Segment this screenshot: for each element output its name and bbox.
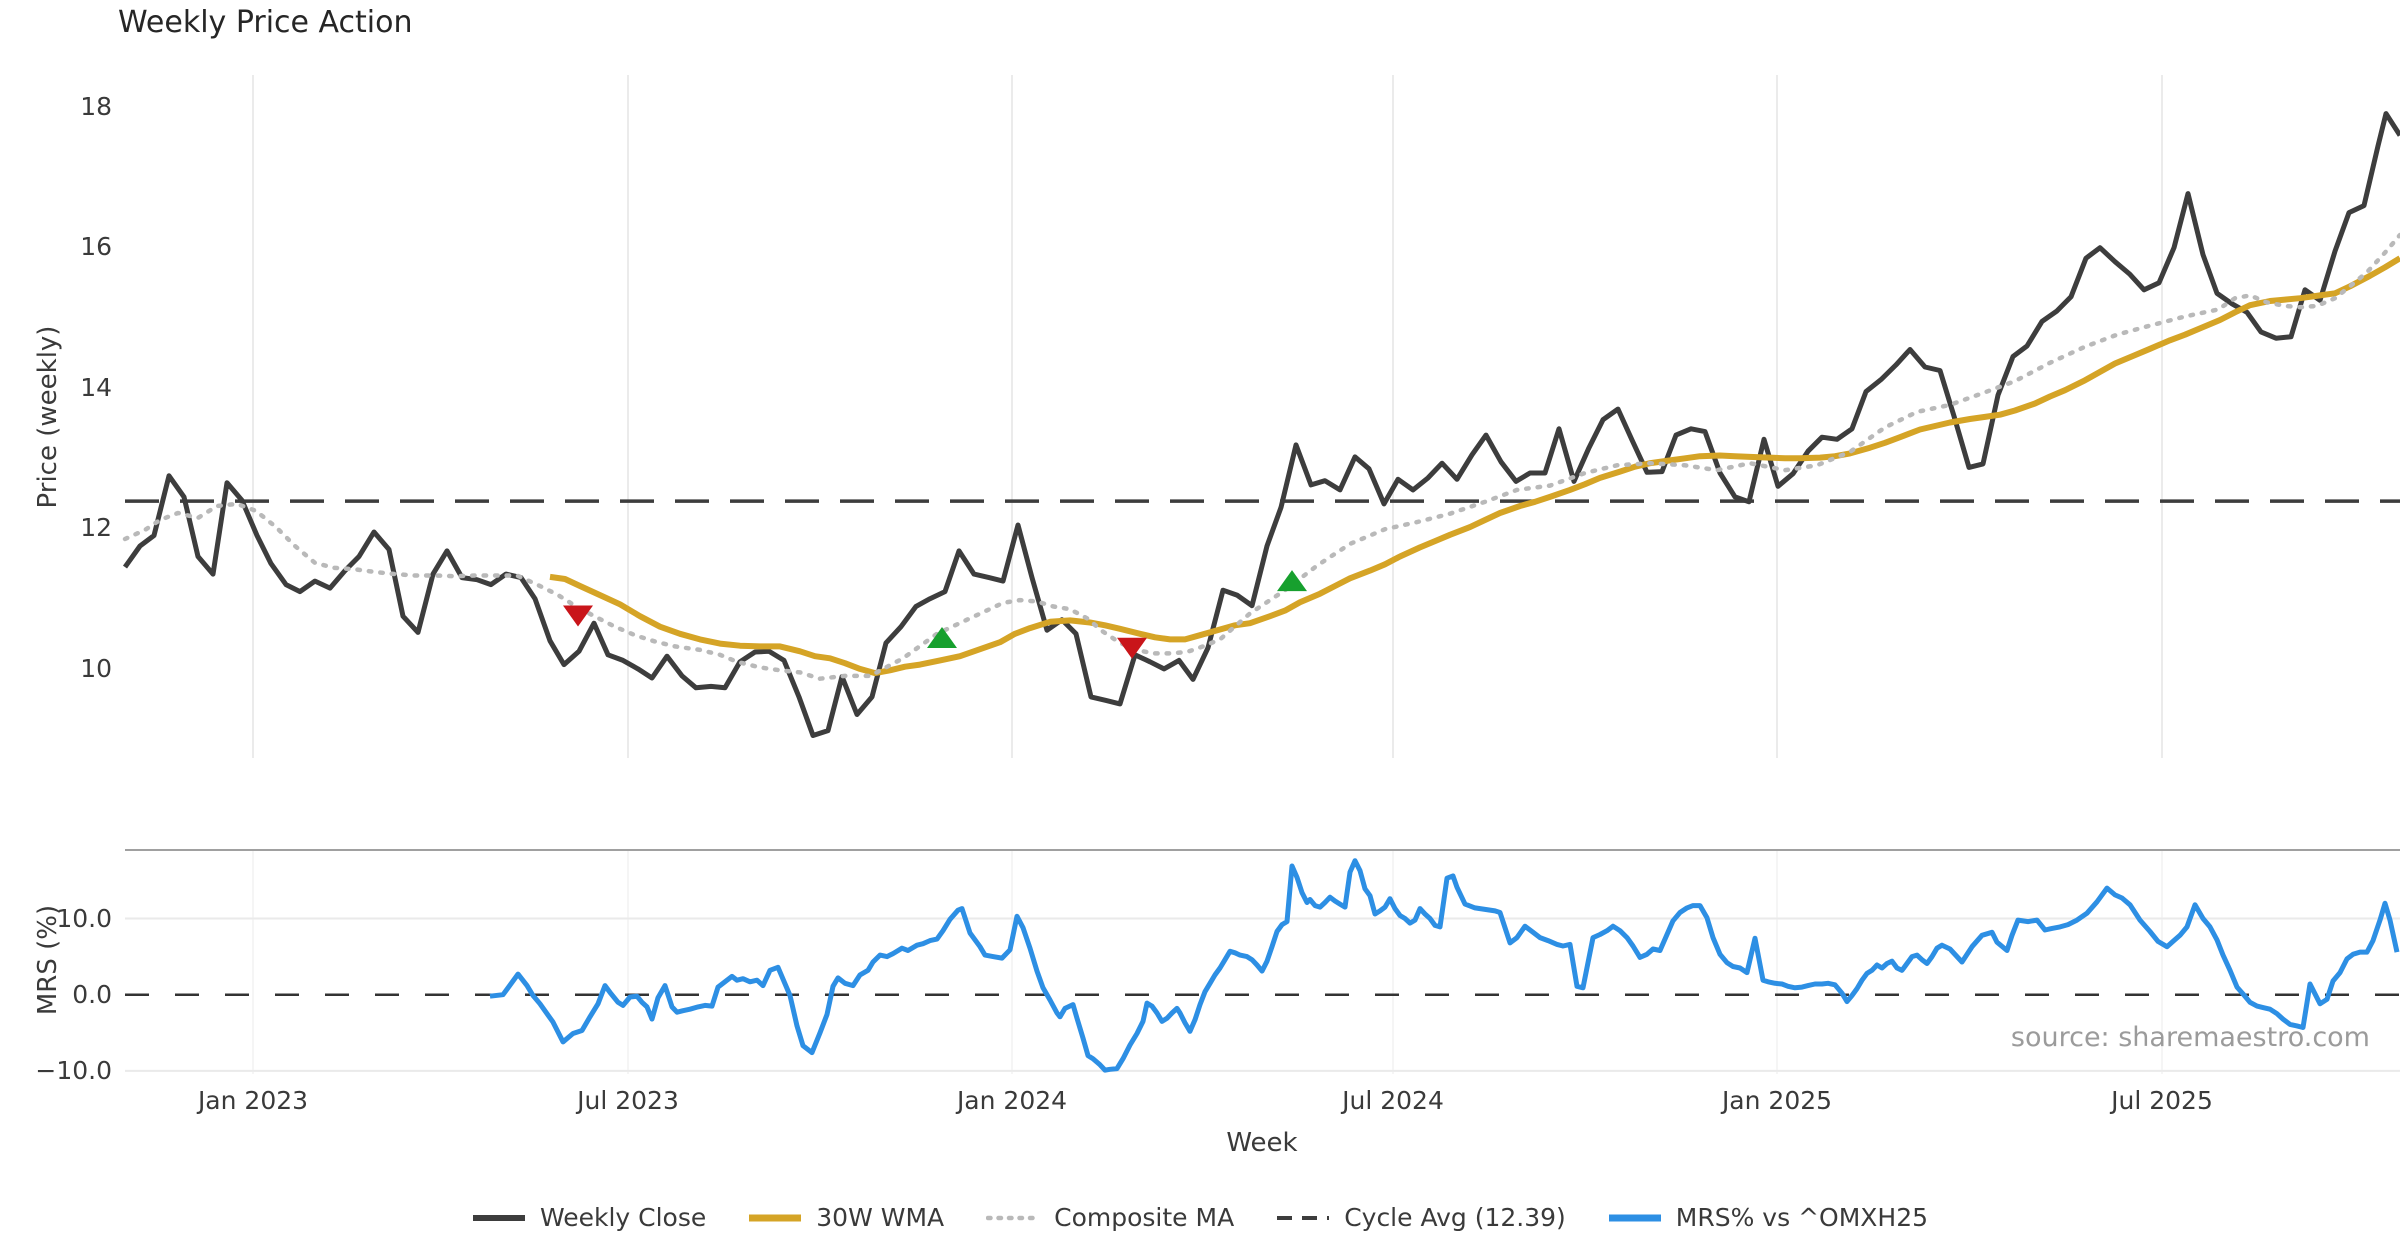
price-ytick-10: 10 xyxy=(80,654,112,683)
source-text: source: sharemaestro.com xyxy=(2010,1022,2370,1053)
mrs-ytick-neg10: −10.0 xyxy=(35,1056,112,1085)
xtick-jul-2025: Jul 2025 xyxy=(2111,1086,2213,1115)
mrs-axis-label: MRS (%) xyxy=(33,904,63,1016)
cycle-avg-dashed-line-icon xyxy=(1277,1215,1330,1220)
legend-label: Composite MA xyxy=(1054,1203,1235,1232)
chart-legend: Weekly Close 30W WMA Composite MA Cycle … xyxy=(0,1203,2400,1232)
xtick-jan-2025: Jan 2025 xyxy=(1721,1086,1833,1115)
composite-ma-dotted-line-icon xyxy=(986,1215,1041,1220)
price-axis-label: Price (weekly) xyxy=(33,325,63,509)
legend-label: 30W WMA xyxy=(816,1203,945,1232)
legend-item-cycle-avg: Cycle Avg (12.39) xyxy=(1276,1203,1566,1232)
legend-item-composite-ma: Composite MA xyxy=(986,1203,1234,1232)
x-axis-label: Week xyxy=(1226,1128,1298,1158)
legend-label: Cycle Avg (12.39) xyxy=(1344,1203,1566,1232)
price-ytick-18: 18 xyxy=(80,92,112,121)
legend-item-30w-wma: 30W WMA xyxy=(748,1203,944,1232)
mrs-ytick-0: 0.0 xyxy=(72,980,112,1009)
xtick-jan-2023: Jan 2023 xyxy=(197,1086,309,1115)
legend-item-mrs: MRS% vs ^OMXH25 xyxy=(1608,1203,1928,1232)
legend-label: MRS% vs ^OMXH25 xyxy=(1675,1203,1929,1232)
mrs-line-icon xyxy=(1608,1214,1661,1221)
xtick-jan-2024: Jan 2024 xyxy=(956,1086,1068,1115)
price-ytick-12: 12 xyxy=(80,513,112,542)
legend-item-weekly-close: Weekly Close xyxy=(472,1203,706,1232)
weekly-close-line-icon xyxy=(472,1214,525,1221)
page-title: Weekly Price Action xyxy=(118,5,413,40)
mrs-ytick-10: 10.0 xyxy=(56,904,112,933)
legend-label: Weekly Close xyxy=(539,1203,707,1232)
xtick-jul-2023: Jul 2023 xyxy=(577,1086,679,1115)
wma-line-icon xyxy=(749,1214,802,1221)
xtick-jul-2024: Jul 2024 xyxy=(1342,1086,1444,1115)
price-ytick-16: 16 xyxy=(80,232,112,261)
price-ytick-14: 14 xyxy=(80,373,112,402)
